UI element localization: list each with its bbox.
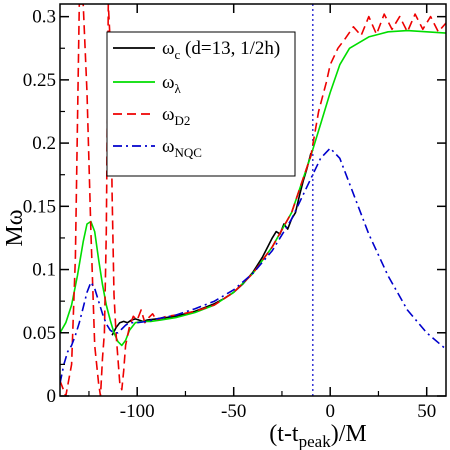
y-tick-label: 0.1 — [32, 260, 56, 281]
y-tick-label: 0.25 — [23, 70, 56, 91]
legend: ωc (d=13, 1/2h) ωλ ωD2 ωNQC — [106, 31, 296, 177]
y-tick-label: 0 — [47, 386, 57, 407]
y-axis-label: Mω — [2, 209, 28, 246]
legend-entry: ωλ — [162, 72, 182, 96]
x-tick-label: 0 — [325, 401, 335, 422]
series-line-c — [111, 153, 312, 336]
y-tick-label: 0.2 — [32, 133, 56, 154]
y-tick-label: 0.05 — [23, 323, 56, 344]
legend-entry: ωc (d=13, 1/2h) — [162, 38, 280, 62]
x-tick-label: 50 — [417, 401, 436, 422]
series-line-λ — [60, 29, 446, 347]
legend-entry: ωD2 — [162, 104, 190, 128]
x-tick-label: -100 — [120, 401, 155, 422]
legend-box — [106, 31, 296, 177]
y-tick-label: 0.15 — [23, 196, 56, 217]
series-line-d2 — [60, 4, 446, 396]
legend-entry: ωNQC — [162, 136, 202, 160]
y-tick-label: 0.3 — [32, 7, 56, 28]
x-axis-label: (t-tpeak)/M — [269, 421, 366, 450]
plot-frame — [59, 3, 447, 397]
x-tick-label: -50 — [221, 401, 246, 422]
